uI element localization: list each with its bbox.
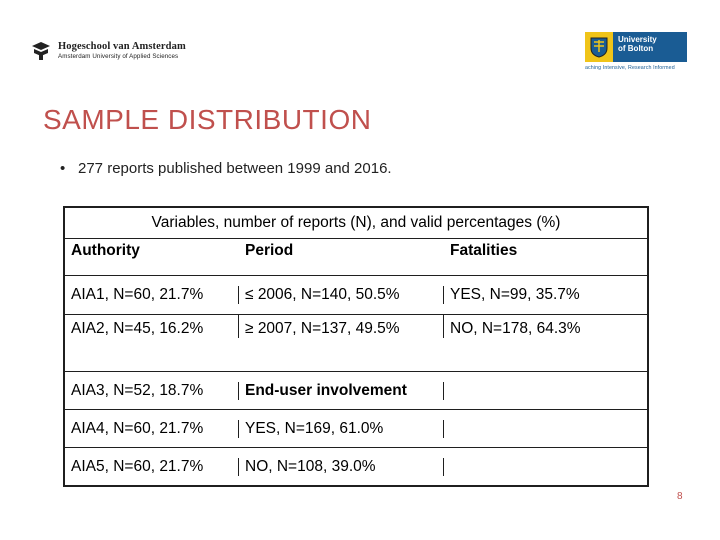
bolton-crest-icon xyxy=(585,32,613,62)
distribution-table: Variables, number of reports (N), and va… xyxy=(63,206,649,487)
table-subheader-end-user: End-user involvement xyxy=(239,381,444,400)
bolton-tagline: aching Intensive, Research Informed xyxy=(585,65,675,71)
table-cell: AIA5, N=60, 21.7% xyxy=(65,457,239,476)
table-caption: Variables, number of reports (N), and va… xyxy=(65,208,647,239)
header-authority: Authority xyxy=(71,242,140,259)
table-header-row: Authority Period Fatalities xyxy=(65,239,647,276)
table-cell: AIA4, N=60, 21.7% xyxy=(65,419,239,438)
table-row: AIA3, N=52, 18.7% End-user involvement xyxy=(65,372,647,410)
table-cell: AIA1, N=60, 21.7% xyxy=(65,286,239,304)
table-cell: ≤ 2006, N=140, 50.5% xyxy=(239,286,444,304)
bolton-logo: University of Bolton aching Intensive, R… xyxy=(585,32,687,71)
bolton-line2: of Bolton xyxy=(618,44,654,54)
bullet-text: 277 reports published between 1999 and 2… xyxy=(78,160,392,177)
table-cell: YES, N=99, 35.7% xyxy=(450,286,580,303)
table-cell: ≥ 2007, N=137, 49.5% xyxy=(239,315,444,338)
page-number: 8 xyxy=(677,491,683,502)
bolton-line1: University xyxy=(618,35,657,44)
hva-logo-mark-icon xyxy=(30,41,52,61)
table-row: AIA5, N=60, 21.7% NO, N=108, 39.0% xyxy=(65,448,647,485)
table-row: AIA1, N=60, 21.7% ≤ 2006, N=140, 50.5% Y… xyxy=(65,276,647,315)
table-cell: AIA2, N=45, 16.2% xyxy=(65,315,239,338)
hva-name: Hogeschool van Amsterdam xyxy=(58,40,186,52)
table-row: AIA2, N=45, 16.2% ≥ 2007, N=137, 49.5% N… xyxy=(65,315,647,372)
hva-logo: Hogeschool van Amsterdam Amsterdam Unive… xyxy=(30,36,186,66)
header-period: Period xyxy=(245,242,294,259)
table-cell: NO, N=178, 64.3% xyxy=(450,320,581,337)
table-cell: NO, N=108, 39.0% xyxy=(239,457,444,476)
bullet-item: • 277 reports published between 1999 and… xyxy=(60,160,392,177)
header-fatalities: Fatalities xyxy=(450,242,518,259)
table-cell: AIA3, N=52, 18.7% xyxy=(65,381,239,400)
bullet-dot: • xyxy=(60,160,66,177)
slide-title: SAMPLE DISTRIBUTION xyxy=(43,104,372,135)
table-cell: YES, N=169, 61.0% xyxy=(239,419,444,438)
hva-subtitle: Amsterdam University of Applied Sciences xyxy=(58,53,179,61)
table-row: AIA4, N=60, 21.7% YES, N=169, 61.0% xyxy=(65,410,647,448)
